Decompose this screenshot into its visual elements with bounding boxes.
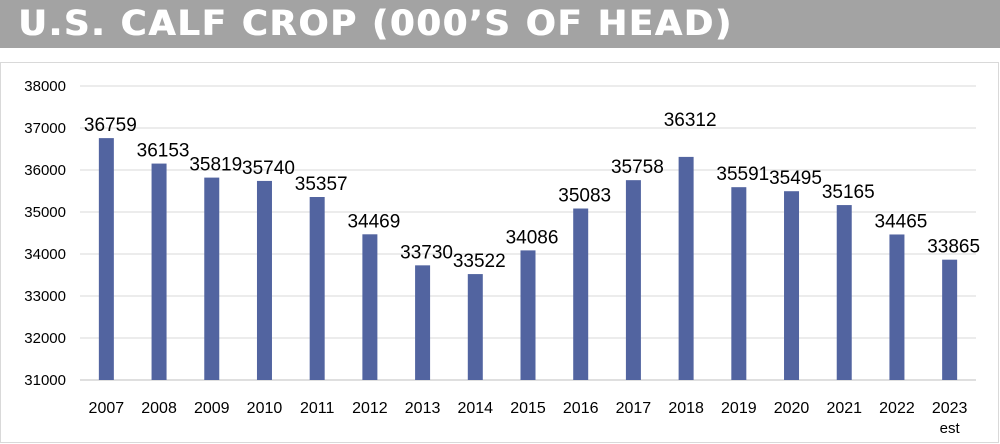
x-tick-label: 2011 bbox=[300, 400, 335, 417]
data-label: 33730 bbox=[400, 242, 453, 263]
y-tick-label: 36000 bbox=[24, 162, 66, 179]
data-label: 35165 bbox=[822, 182, 875, 203]
data-label: 35495 bbox=[769, 168, 822, 189]
data-label: 35758 bbox=[611, 157, 664, 178]
chart-title: U.S. CALF CROP (000’S OF HEAD) bbox=[18, 4, 733, 44]
data-label: 36153 bbox=[137, 141, 190, 162]
y-tick-label: 34000 bbox=[24, 246, 66, 263]
bar bbox=[98, 138, 114, 380]
data-label: 35740 bbox=[242, 158, 295, 179]
x-tick-label: 2009 bbox=[194, 400, 230, 417]
data-label: 35819 bbox=[189, 155, 242, 176]
data-label: 35357 bbox=[295, 174, 348, 195]
bar bbox=[678, 156, 694, 380]
bar bbox=[151, 163, 167, 380]
bar bbox=[942, 259, 958, 380]
x-tick-label: 2019 bbox=[721, 400, 757, 417]
x-tick-sublabel: est bbox=[940, 420, 961, 437]
y-tick-label: 38000 bbox=[24, 78, 66, 95]
x-tick-label: 2013 bbox=[405, 400, 441, 417]
bar bbox=[625, 180, 641, 380]
x-tick-label: 2017 bbox=[616, 400, 652, 417]
y-tick-label: 32000 bbox=[24, 330, 66, 347]
data-label: 35591 bbox=[716, 164, 769, 185]
bar bbox=[889, 234, 905, 380]
bar bbox=[467, 274, 483, 380]
data-label: 36312 bbox=[664, 110, 717, 131]
bar bbox=[520, 250, 536, 380]
x-tick-label: 2016 bbox=[563, 400, 599, 417]
data-label: 36759 bbox=[84, 115, 137, 136]
bar bbox=[731, 187, 747, 380]
data-label: 34465 bbox=[875, 211, 928, 232]
data-label: 34086 bbox=[506, 227, 559, 248]
data-label: 34469 bbox=[347, 211, 400, 232]
x-tick-label: 2007 bbox=[89, 400, 125, 417]
bar bbox=[204, 177, 220, 380]
bar bbox=[573, 208, 589, 380]
bar bbox=[415, 265, 431, 380]
x-tick-label: 2014 bbox=[457, 400, 493, 417]
bar bbox=[256, 180, 272, 380]
data-label: 33522 bbox=[453, 251, 506, 272]
y-tick-label: 33000 bbox=[24, 288, 66, 305]
y-tick-label: 35000 bbox=[24, 204, 66, 221]
x-tick-label: 2012 bbox=[352, 400, 388, 417]
x-tick-label: 2022 bbox=[879, 400, 915, 417]
bar bbox=[309, 197, 325, 380]
x-tick-label: 2020 bbox=[774, 400, 810, 417]
title-bar: U.S. CALF CROP (000’S OF HEAD) bbox=[0, 0, 1000, 48]
bar bbox=[362, 234, 378, 380]
x-tick-label: 2008 bbox=[141, 400, 177, 417]
x-tick-label: 2023 bbox=[932, 400, 968, 417]
bar bbox=[836, 205, 852, 380]
data-label: 33865 bbox=[927, 237, 980, 258]
x-tick-label: 2021 bbox=[826, 400, 862, 417]
chart-frame bbox=[0, 62, 999, 443]
bar bbox=[784, 191, 800, 380]
x-tick-label: 2015 bbox=[510, 400, 546, 417]
x-tick-label: 2018 bbox=[668, 400, 704, 417]
x-tick-label: 2010 bbox=[247, 400, 283, 417]
y-tick-label: 37000 bbox=[24, 120, 66, 137]
data-label: 35083 bbox=[558, 186, 611, 207]
y-tick-label: 31000 bbox=[24, 372, 66, 389]
